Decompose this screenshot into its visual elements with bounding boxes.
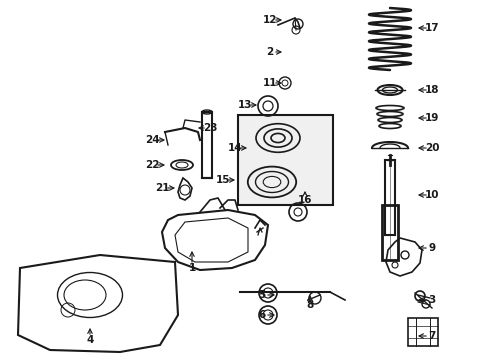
Text: 1: 1 xyxy=(188,263,195,273)
Bar xyxy=(407,318,437,346)
Text: 18: 18 xyxy=(424,85,438,95)
Text: 23: 23 xyxy=(203,123,217,133)
Text: 15: 15 xyxy=(215,175,230,185)
Text: 14: 14 xyxy=(227,143,242,153)
Text: 16: 16 xyxy=(297,195,312,205)
Text: 2: 2 xyxy=(266,47,273,57)
Text: 10: 10 xyxy=(424,190,438,200)
Text: 6: 6 xyxy=(258,310,265,320)
Text: 17: 17 xyxy=(424,23,438,33)
Text: 13: 13 xyxy=(237,100,252,110)
Text: 20: 20 xyxy=(424,143,438,153)
Text: 8: 8 xyxy=(306,300,313,310)
Bar xyxy=(202,112,212,178)
Text: 9: 9 xyxy=(427,243,435,253)
Text: 4: 4 xyxy=(86,335,94,345)
Text: 5: 5 xyxy=(258,290,265,300)
Text: 7: 7 xyxy=(427,331,435,341)
Text: 12: 12 xyxy=(262,15,277,25)
Text: 19: 19 xyxy=(424,113,438,123)
Bar xyxy=(238,115,332,205)
Text: 24: 24 xyxy=(144,135,159,145)
Text: 3: 3 xyxy=(427,295,435,305)
Text: 21: 21 xyxy=(154,183,169,193)
Text: 22: 22 xyxy=(144,160,159,170)
Text: 11: 11 xyxy=(262,78,277,88)
Bar xyxy=(381,205,397,260)
